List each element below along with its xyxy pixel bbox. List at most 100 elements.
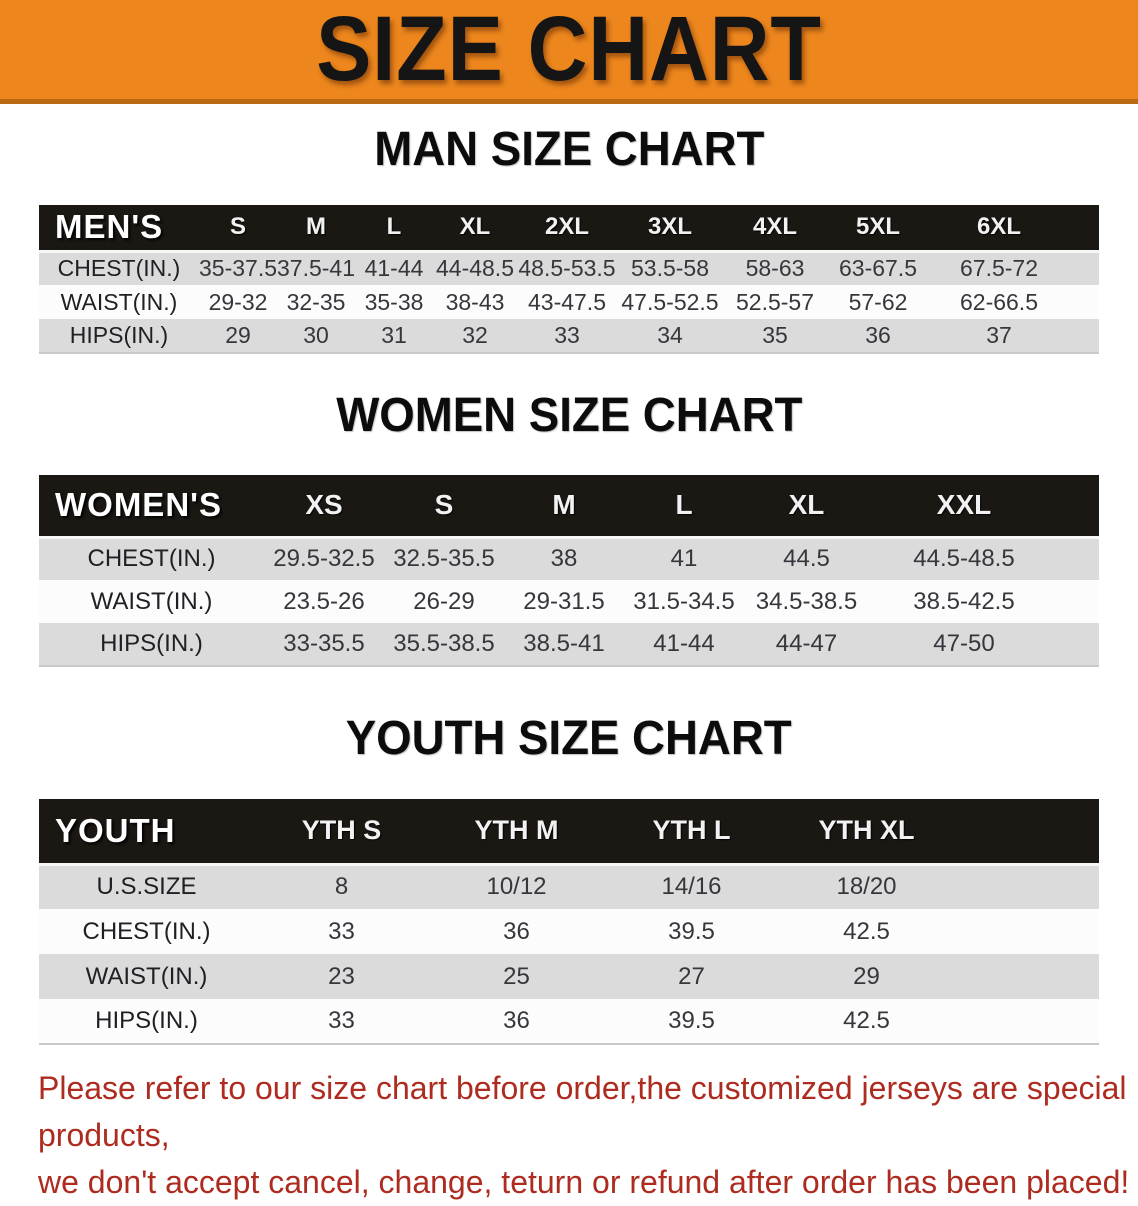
size-value-cell: 41-44 (653, 630, 715, 657)
row-label: WAIST(IN.) (90, 587, 213, 615)
table-row: CHEST(IN.) 33 36 39.5 42.5 (39, 909, 1099, 954)
spacer-cell (1069, 319, 1099, 353)
women-table-header: WOMEN'S XS S M L XL XXL (39, 475, 1099, 537)
size-column-header: S (229, 213, 246, 241)
size-value-cell: 29.5-32.5 (264, 535, 384, 580)
size-value-cell: 36 (503, 1007, 530, 1034)
table-row: WAIST(IN.) 23 25 27 29 (39, 954, 1099, 999)
spacer-cell (954, 862, 1099, 909)
size-value-cell: 34 (657, 322, 683, 348)
size-value-cell: 48.5-53.5 (517, 249, 617, 285)
size-column-header: M (552, 489, 576, 521)
size-value-cell: 33 (328, 917, 355, 945)
size-value-cell: 26-29 (413, 587, 475, 615)
size-value-cell: 67.5-72 (929, 249, 1069, 285)
size-column-header: 6XL (976, 213, 1021, 241)
spacer-cell (954, 954, 1099, 999)
size-value-cell: 44.5 (744, 535, 869, 580)
size-value-cell: 44-48.5 (433, 249, 517, 285)
size-value-cell: 47-50 (933, 630, 995, 657)
size-value-cell: 38 (504, 535, 624, 580)
size-value-cell: 29 (853, 962, 880, 990)
table-header-row: YOUTH YTH S YTH M YTH L YTH XL (39, 799, 1099, 864)
size-column-header: 4XL (752, 213, 797, 241)
size-column-header: L (386, 213, 402, 241)
size-value-cell: 27 (678, 962, 705, 990)
man-section-heading: MAN SIZE CHART (0, 124, 1138, 187)
table-row: HIPS(IN.) 33 36 39.5 42.5 (39, 999, 1099, 1044)
footer-line-1: Please refer to our size chart before or… (38, 1070, 1127, 1153)
row-label: CHEST(IN.) (82, 917, 211, 945)
women-size-table: WOMEN'S XS S M L XL XXL CHEST(IN.) 29.5-32.5 32.… (39, 475, 1099, 667)
size-value-cell: 35 (762, 322, 788, 348)
size-value-cell: 32.5-35.5 (384, 535, 504, 580)
size-column-header: XXL (936, 489, 992, 521)
size-value-cell: 18/20 (779, 862, 954, 909)
spacer-cell (954, 999, 1099, 1044)
size-column-header: L (675, 489, 693, 521)
women-table-body: CHEST(IN.) 29.5-32.5 32.5-35.5 38 41 44.5 44.5… (39, 535, 1099, 666)
footer-line-2: we don't accept cancel, change, teturn o… (38, 1164, 1130, 1200)
table-row: HIPS(IN.) 29 30 31 32 33 34 35 36 37 (39, 319, 1099, 353)
man-heading-text: MAN SIZE CHART (373, 123, 765, 176)
size-column-header: M (306, 213, 326, 241)
size-value-cell: 33 (554, 322, 580, 348)
women-section-heading: WOMEN SIZE CHART (0, 390, 1138, 453)
size-column-header: XL (788, 489, 825, 521)
size-value-cell: 23.5-26 (283, 587, 365, 615)
size-column-header: YTH XL (818, 815, 915, 846)
size-column-header: YTH S (301, 815, 382, 846)
size-value-cell: 31 (381, 322, 407, 348)
row-label: WAIST(IN.) (85, 962, 208, 990)
row-label: CHEST(IN.) (39, 249, 199, 285)
table-header-row: MEN'S S M L XL 2XL 3XL 4XL 5XL 6XL (39, 205, 1099, 251)
size-value-cell: 29 (225, 322, 251, 348)
row-label: HIPS(IN.) (95, 1007, 198, 1034)
youth-table-body: U.S.SIZE 8 10/12 14/16 18/20 CHEST(IN.) 33 36 39… (39, 862, 1099, 1044)
spacer-cell (1069, 249, 1099, 285)
men-table-header: MEN'S S M L XL 2XL 3XL 4XL 5XL 6XL (39, 205, 1099, 251)
size-value-cell: 37.5-41 (277, 249, 355, 285)
size-column-header: YTH M (474, 815, 559, 846)
size-value-cell: 29-31.5 (523, 587, 605, 615)
size-value-cell: 31.5-34.5 (633, 587, 735, 615)
size-value-cell: 41 (624, 535, 744, 580)
size-value-cell: 25 (503, 962, 530, 990)
size-value-cell: 30 (303, 322, 329, 348)
size-column-header: XS (305, 489, 343, 521)
footer-disclaimer: Please refer to our size chart before or… (38, 1065, 1138, 1206)
size-value-cell: 39.5 (668, 917, 715, 945)
size-value-cell: 38-43 (445, 288, 505, 315)
size-column-header: 2XL (544, 213, 589, 241)
women-heading-text: WOMEN SIZE CHART (335, 389, 803, 442)
table-row: HIPS(IN.) 33-35.5 35.5-38.5 38.5-41 41-44 44-… (39, 623, 1099, 666)
size-chart-banner: SIZE CHART (0, 0, 1138, 104)
spacer-cell (1059, 580, 1099, 623)
size-value-cell: 35-37.5 (199, 249, 277, 285)
size-value-cell: 33 (328, 1007, 355, 1034)
size-value-cell: 36 (503, 917, 530, 945)
table-row: U.S.SIZE 8 10/12 14/16 18/20 (39, 862, 1099, 909)
table-row: CHEST(IN.) 29.5-32.5 32.5-35.5 38 41 44.5 44.5… (39, 535, 1099, 580)
size-value-cell: 8 (254, 862, 429, 909)
youth-size-table: YOUTH YTH S YTH M YTH L YTH XL U.S.SIZE 8 10/1… (39, 799, 1099, 1045)
table-corner-label: YOUTH (55, 811, 176, 849)
size-value-cell: 23 (328, 962, 355, 990)
table-corner-label: WOMEN'S (55, 486, 223, 524)
spacer-cell (1059, 475, 1099, 537)
size-value-cell: 44.5-48.5 (869, 535, 1059, 580)
size-value-cell: 38.5-42.5 (913, 587, 1015, 615)
row-label: CHEST(IN.) (39, 535, 264, 580)
size-value-cell: 42.5 (843, 1007, 890, 1034)
youth-heading-text: YOUTH SIZE CHART (346, 712, 792, 765)
spacer-cell (1069, 285, 1099, 319)
table-header-row: WOMEN'S XS S M L XL XXL (39, 475, 1099, 537)
size-value-cell: 38.5-41 (523, 630, 605, 657)
size-value-cell: 32 (462, 322, 488, 348)
spacer-cell (954, 909, 1099, 954)
size-value-cell: 53.5-58 (617, 249, 723, 285)
banner-title: SIZE CHART (316, 0, 822, 100)
size-value-cell: 57-62 (848, 288, 908, 315)
size-value-cell: 41-44 (355, 249, 433, 285)
row-label: WAIST(IN.) (60, 288, 178, 315)
